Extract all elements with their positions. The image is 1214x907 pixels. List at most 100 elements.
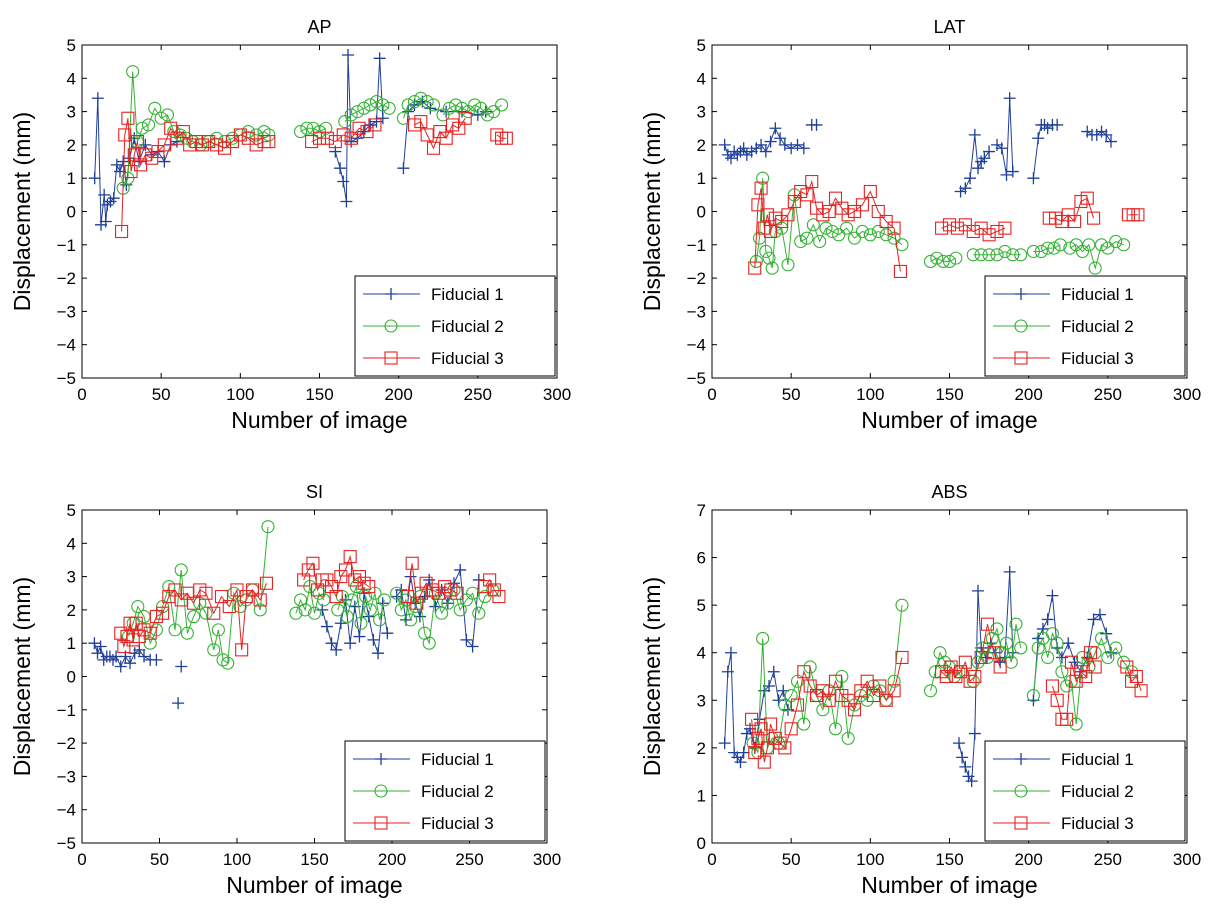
ap-ytick-label: −2 xyxy=(57,269,76,288)
lat-point-fiducial-2 xyxy=(752,231,767,245)
abs-point-fiducial-3 xyxy=(764,717,778,731)
abs-point-fiducial-2 xyxy=(990,622,1004,636)
subplot-lat: 0 50 100 150 200 250 300 −5 −4 −3 −2 −1 0 1 2 3 4 5 LAT Num… xyxy=(639,17,1201,433)
abs-ytick-label: 6 xyxy=(697,549,706,568)
lat-point-fiducial-2 xyxy=(749,254,763,269)
si-plot-area xyxy=(88,520,506,710)
lat-point-fiducial-2 xyxy=(1082,238,1096,252)
ap-point-fiducial-3 xyxy=(336,128,350,142)
lat-point-fiducial-3 xyxy=(950,221,964,235)
abs-point-fiducial-1 xyxy=(725,646,737,659)
abs-ytick-label: 1 xyxy=(697,786,706,805)
lat-point-fiducial-2 xyxy=(1047,241,1061,255)
ap-point-fiducial-3 xyxy=(249,138,263,152)
ap-plot-area xyxy=(88,48,513,239)
abs-point-fiducial-3 xyxy=(949,669,963,684)
si-point-fiducial-2 xyxy=(472,606,486,620)
si-point-fiducial-1 xyxy=(367,633,380,646)
lat-point-fiducial-2 xyxy=(930,251,944,265)
si-point-fiducial-2 xyxy=(466,586,480,600)
abs-xtick-label: 100 xyxy=(856,850,884,869)
ap-point-fiducial-1 xyxy=(340,195,353,208)
si-point-fiducial-3 xyxy=(132,629,146,644)
ap-point-fiducial-3 xyxy=(312,131,327,145)
si-point-fiducial-3 xyxy=(348,573,362,587)
si-point-fiducial-1 xyxy=(114,660,127,673)
lat-point-fiducial-3 xyxy=(847,204,862,219)
abs-point-fiducial-3 xyxy=(987,646,1001,660)
abs-point-fiducial-1 xyxy=(737,746,750,759)
si-ytick-label: 3 xyxy=(67,568,76,587)
si-y-axis-label: Displacement (mm) xyxy=(9,577,35,776)
lat-y-axis-label: Displacement (mm) xyxy=(639,112,665,311)
ap-point-fiducial-2 xyxy=(495,98,509,112)
lat-series-fiducial-3 xyxy=(748,174,1145,278)
lat-point-fiducial-2 xyxy=(923,254,938,269)
abs-point-fiducial-3 xyxy=(773,736,787,750)
lat-point-fiducial-3 xyxy=(887,221,901,235)
si-point-fiducial-2 xyxy=(390,586,404,600)
ap-point-fiducial-3 xyxy=(368,118,382,132)
abs-point-fiducial-3 xyxy=(873,679,887,693)
si-point-fiducial-2 xyxy=(340,610,354,624)
abs-point-fiducial-2 xyxy=(895,598,909,612)
ap-point-fiducial-3 xyxy=(225,135,239,149)
lat-point-fiducial-1 xyxy=(1003,92,1016,105)
si-point-fiducial-2 xyxy=(363,603,377,617)
si-point-fiducial-3 xyxy=(129,616,143,630)
ap-point-fiducial-1 xyxy=(334,162,347,175)
si-point-fiducial-1 xyxy=(466,640,479,653)
lat-ytick-label: 4 xyxy=(697,69,706,88)
ap-point-fiducial-1 xyxy=(402,105,415,118)
abs-point-fiducial-2 xyxy=(1117,655,1131,669)
ap-point-fiducial-1 xyxy=(98,188,111,201)
si-point-fiducial-1 xyxy=(344,637,357,650)
lat-point-fiducial-1 xyxy=(995,142,1008,155)
si-point-fiducial-3 xyxy=(214,590,229,604)
lat-point-fiducial-2 xyxy=(813,234,827,249)
lat-point-fiducial-2 xyxy=(936,254,950,269)
si-point-fiducial-3 xyxy=(410,596,424,610)
abs-point-fiducial-2 xyxy=(797,717,811,731)
lat-point-fiducial-3 xyxy=(998,221,1012,235)
lat-point-fiducial-2 xyxy=(1006,248,1020,262)
lat-point-fiducial-2 xyxy=(1053,238,1067,252)
lat-point-fiducial-1 xyxy=(1032,132,1045,145)
lat-point-fiducial-1 xyxy=(778,138,791,151)
abs-point-fiducial-1 xyxy=(962,770,975,783)
ap-point-fiducial-2 xyxy=(442,101,456,115)
si-point-fiducial-1 xyxy=(460,633,473,646)
ap-point-fiducial-2 xyxy=(249,128,263,142)
lat-point-fiducial-3 xyxy=(751,198,765,212)
lat-point-fiducial-1 xyxy=(975,155,988,168)
lat-point-fiducial-1 xyxy=(759,145,772,158)
abs-point-fiducial-2 xyxy=(1055,665,1069,679)
ap-point-fiducial-2 xyxy=(350,105,365,119)
ap-y-axis-label: Displacement (mm) xyxy=(9,112,35,311)
ap-point-fiducial-1 xyxy=(91,92,104,105)
si-point-fiducial-2 xyxy=(399,593,413,607)
lat-plot-area xyxy=(718,92,1145,278)
abs-point-fiducial-3 xyxy=(1125,674,1139,688)
abs-series-line-fiducial-2 xyxy=(1032,632,1132,725)
lat-point-fiducial-1 xyxy=(1100,128,1113,141)
si-point-fiducial-2 xyxy=(216,653,230,667)
si-x-axis-label: Number of image xyxy=(226,872,402,898)
lat-point-fiducial-2 xyxy=(847,231,862,245)
lat-point-fiducial-2 xyxy=(942,254,957,269)
lat-point-fiducial-1 xyxy=(718,138,731,151)
si-ytick-label: 1 xyxy=(67,634,76,653)
abs-point-fiducial-2 xyxy=(756,631,770,645)
lat-series-line-fiducial-2 xyxy=(973,250,1021,256)
si-point-fiducial-1 xyxy=(91,647,104,660)
abs-point-fiducial-3 xyxy=(822,693,836,707)
ap-legend-marker xyxy=(384,319,398,333)
ap-point-fiducial-3 xyxy=(320,131,334,145)
lat-xtick-label: 150 xyxy=(935,385,963,404)
ap-xtick-label: 200 xyxy=(384,385,412,404)
abs-xtick-label: 200 xyxy=(1014,850,1042,869)
si-point-fiducial-3 xyxy=(245,583,260,597)
abs-point-fiducial-3 xyxy=(797,665,811,679)
lat-ytick-label: −1 xyxy=(687,236,706,255)
